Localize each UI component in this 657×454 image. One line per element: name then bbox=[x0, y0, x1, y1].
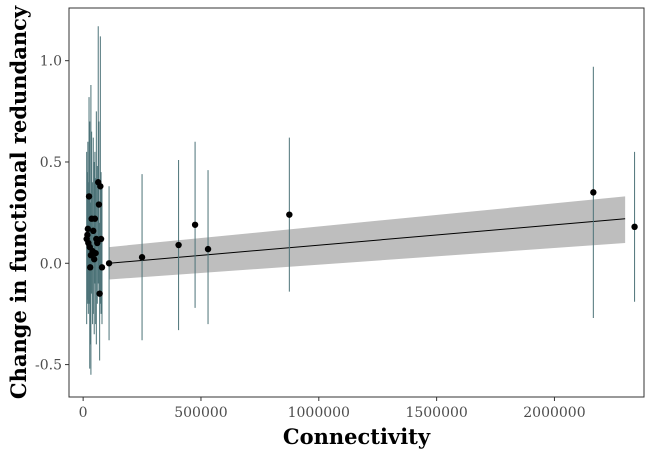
plot-panel bbox=[69, 8, 644, 397]
y-axis: -0.5 0.0 0.5 1.0 bbox=[35, 54, 69, 374]
data-point-23 bbox=[138, 254, 146, 261]
data-point-21 bbox=[98, 264, 106, 271]
data-point-22 bbox=[105, 260, 113, 267]
data-point-1 bbox=[84, 231, 91, 239]
data-point-17 bbox=[95, 201, 103, 208]
x-tick-label-1: 500000 bbox=[174, 405, 227, 421]
data-point-25 bbox=[191, 221, 199, 228]
x-tick-label-4: 2000000 bbox=[523, 405, 585, 421]
data-point-6 bbox=[87, 264, 94, 271]
data-point-15 bbox=[94, 239, 101, 247]
data-point-13 bbox=[92, 249, 99, 257]
data-point-24 bbox=[175, 241, 182, 249]
data-point-2 bbox=[84, 225, 92, 233]
data-point-11 bbox=[91, 256, 98, 263]
y-axis-title: Change in functional redundancy bbox=[6, 5, 31, 399]
data-point-4 bbox=[85, 193, 93, 200]
data-point-18 bbox=[96, 290, 103, 297]
data-point-10 bbox=[90, 227, 97, 235]
confidence-ribbon-layer bbox=[109, 196, 626, 280]
data-point-27 bbox=[286, 211, 293, 218]
y-tick-label-0: -0.5 bbox=[35, 358, 62, 374]
x-axis: 0 500000 1000000 1500000 2000000 bbox=[79, 397, 586, 421]
data-point-layer bbox=[83, 179, 638, 297]
y-tick-label-1: 0.0 bbox=[40, 256, 62, 272]
y-tick-label-3: 1.0 bbox=[40, 54, 62, 70]
x-tick-label-2: 1000000 bbox=[288, 405, 350, 421]
data-point-20 bbox=[97, 235, 105, 243]
plot-panel-border bbox=[68, 7, 645, 398]
x-axis-title: Connectivity bbox=[283, 424, 431, 449]
confidence-ribbon bbox=[109, 196, 626, 280]
data-point-28 bbox=[590, 189, 597, 196]
y-tick-label-2: 0.5 bbox=[40, 155, 62, 171]
data-point-12 bbox=[91, 215, 99, 222]
data-point-29 bbox=[631, 223, 638, 231]
x-tick-label-3: 1500000 bbox=[405, 405, 467, 421]
x-tick-label-0: 0 bbox=[79, 405, 88, 421]
data-point-26 bbox=[204, 245, 212, 253]
data-point-19 bbox=[97, 183, 104, 190]
